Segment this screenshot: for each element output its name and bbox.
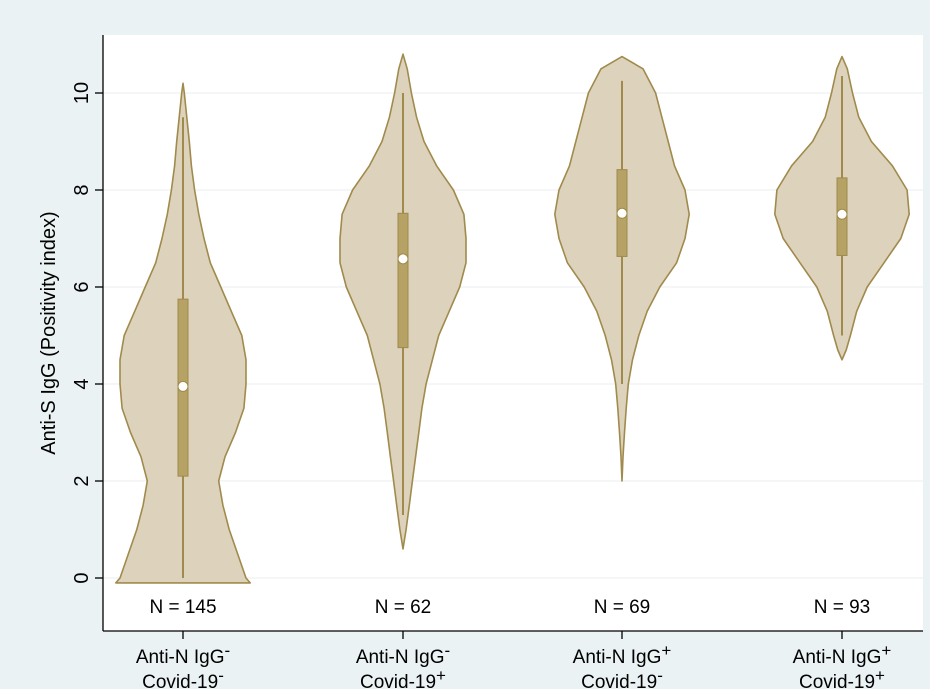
y-axis-title: Anti-S IgG (Positivity index) xyxy=(38,211,60,454)
y-tick-label: 8 xyxy=(71,184,93,195)
n-label: N = 93 xyxy=(814,597,871,618)
y-tick-label: 6 xyxy=(71,281,93,292)
median-marker xyxy=(397,253,409,265)
median-marker xyxy=(836,208,848,220)
y-tick-label: 0 xyxy=(71,572,93,583)
y-tick-label: 10 xyxy=(71,82,93,104)
category-superscript: + xyxy=(875,666,885,685)
median-marker xyxy=(616,207,628,219)
violin-group xyxy=(554,55,690,482)
category-superscript: - xyxy=(657,666,663,685)
n-label: N = 62 xyxy=(375,597,432,618)
category-label-line2: Covid-19- xyxy=(142,666,224,689)
category-label-line2: Covid-19- xyxy=(581,666,663,689)
n-label: N = 145 xyxy=(149,597,216,618)
violin-group xyxy=(339,53,467,550)
y-tick-label: 4 xyxy=(71,378,93,389)
y-ticks: 0 2 4 6 8 10 xyxy=(71,82,103,584)
violins xyxy=(115,53,910,584)
axes xyxy=(102,35,923,632)
n-label: N = 69 xyxy=(594,597,651,618)
category-label-line2: Covid-19+ xyxy=(799,666,885,689)
iqr-box xyxy=(397,212,409,349)
category-superscript: + xyxy=(661,641,671,660)
category-superscript: - xyxy=(445,641,451,660)
y-tick-label: 2 xyxy=(71,475,93,486)
category-superscript: + xyxy=(881,641,891,660)
violin-group xyxy=(115,82,251,584)
category-label-line2: Covid-19+ xyxy=(360,666,446,689)
category-superscript: - xyxy=(218,666,224,685)
category-superscript: + xyxy=(436,666,446,685)
category-superscript: - xyxy=(225,641,231,660)
n-labels: N = 145 N = 62 N = 69 N = 93 xyxy=(149,597,870,618)
median-marker xyxy=(177,380,189,392)
violin-group xyxy=(774,55,910,361)
